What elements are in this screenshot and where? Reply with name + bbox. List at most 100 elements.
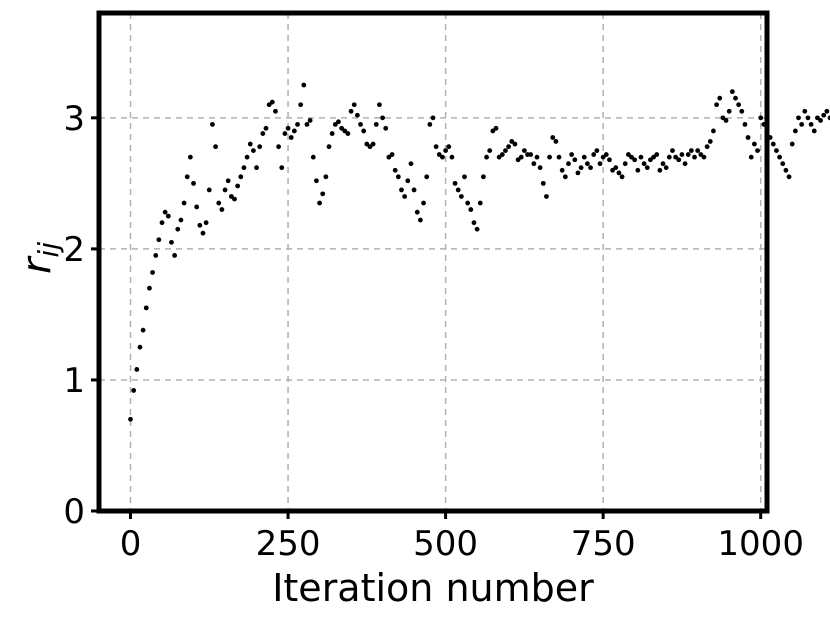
data-point: [742, 121, 748, 127]
data-point: [462, 174, 467, 180]
data-point: [364, 141, 370, 147]
data-point: [354, 112, 360, 118]
data-points: [128, 82, 830, 422]
data-point: [603, 152, 609, 157]
data-point: [503, 148, 508, 154]
data-point: [317, 200, 322, 206]
data-point: [774, 148, 779, 154]
data-point: [307, 118, 313, 123]
data-point: [701, 154, 707, 160]
data-point: [670, 148, 675, 154]
data-point: [695, 148, 701, 154]
data-point: [682, 161, 688, 167]
data-point: [625, 152, 631, 157]
data-point: [600, 154, 606, 160]
x-tick-label: 1000: [717, 524, 804, 564]
data-point: [279, 165, 285, 171]
data-point: [553, 139, 559, 144]
data-point: [493, 125, 499, 131]
data-point: [339, 125, 345, 131]
data-point: [329, 131, 335, 136]
data-point: [815, 115, 820, 121]
data-point: [348, 108, 354, 114]
data-point: [622, 161, 628, 167]
data-point: [389, 152, 395, 157]
data-point: [263, 125, 269, 131]
data-point: [792, 128, 798, 134]
data-point: [733, 95, 738, 101]
data-point: [692, 154, 697, 160]
data-point: [805, 115, 811, 121]
data-point: [556, 154, 562, 160]
data-point: [219, 207, 225, 212]
data-point: [269, 99, 275, 105]
data-point: [509, 139, 515, 144]
data-point: [143, 305, 149, 311]
data-point: [351, 102, 357, 108]
data-point: [169, 239, 174, 245]
data-point: [291, 128, 297, 134]
data-point: [128, 416, 133, 422]
grid-lines: [99, 13, 767, 511]
data-point: [550, 135, 556, 140]
data-point: [361, 128, 367, 134]
data-point: [310, 154, 316, 160]
data-point: [802, 108, 808, 114]
data-point: [131, 388, 137, 393]
data-point: [723, 118, 729, 123]
y-tick-label: 0: [63, 492, 85, 532]
data-point: [147, 285, 152, 291]
data-point: [629, 154, 634, 160]
data-point: [515, 157, 521, 163]
data-point: [427, 121, 433, 127]
data-point: [342, 128, 348, 134]
data-point: [203, 220, 209, 226]
data-point: [748, 154, 754, 160]
data-point: [165, 213, 171, 219]
data-point: [178, 217, 184, 223]
data-point: [458, 194, 464, 199]
x-tick-label: 500: [413, 524, 478, 564]
data-point: [399, 187, 404, 193]
data-point: [421, 200, 426, 206]
data-point: [273, 108, 278, 114]
data-point: [468, 207, 474, 212]
data-point: [780, 161, 786, 167]
data-point: [140, 327, 146, 333]
data-point: [481, 174, 486, 180]
data-point: [729, 89, 735, 95]
data-point: [452, 180, 458, 186]
data-point: [827, 115, 830, 121]
data-point: [235, 183, 241, 189]
data-point: [755, 148, 760, 154]
data-point: [752, 141, 757, 147]
data-point: [594, 148, 600, 154]
data-point: [380, 115, 385, 121]
data-point: [739, 108, 745, 114]
data-point: [770, 141, 776, 147]
data-point: [373, 121, 379, 127]
data-point: [162, 209, 168, 215]
data-point: [490, 128, 496, 134]
data-point: [386, 154, 392, 160]
data-point: [285, 125, 291, 131]
data-point: [295, 121, 300, 127]
data-point: [644, 165, 650, 171]
data-point: [443, 148, 448, 154]
x-tick-label: 750: [571, 524, 636, 564]
data-point: [632, 157, 638, 163]
data-point: [777, 154, 782, 160]
data-point: [241, 165, 247, 171]
y-tick-label: 2: [63, 230, 85, 270]
data-point: [512, 141, 518, 147]
data-point: [616, 170, 622, 176]
data-point: [663, 165, 669, 171]
data-point: [247, 141, 253, 147]
data-point: [367, 144, 373, 150]
data-point: [484, 154, 489, 160]
x-tick-label: 250: [256, 524, 321, 564]
data-point: [824, 108, 830, 114]
data-point: [358, 121, 363, 127]
data-point: [408, 161, 414, 167]
data-point: [789, 141, 795, 147]
